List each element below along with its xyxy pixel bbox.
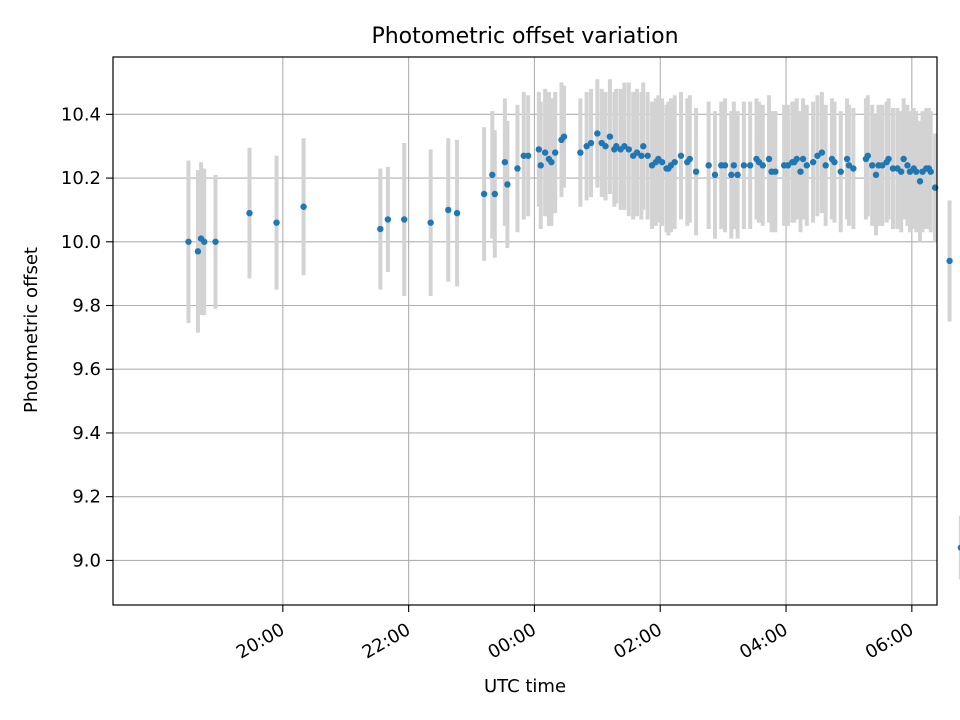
data-point: [548, 158, 555, 166]
data-point: [300, 203, 307, 210]
y-tick-label: 10.0: [61, 232, 101, 253]
y-tick-label: 9.4: [72, 423, 101, 444]
data-point: [520, 152, 527, 159]
data-point: [730, 162, 738, 169]
data-point: [621, 143, 628, 150]
data-point: [401, 216, 408, 223]
data-point: [845, 162, 853, 169]
data-point: [803, 162, 810, 169]
data-point: [480, 190, 488, 198]
data-point: [606, 133, 614, 140]
data-point: [501, 158, 509, 166]
plot-frame: [112, 56, 938, 606]
y-tick-label: 9.6: [72, 359, 101, 380]
data-point: [872, 171, 880, 179]
data-point: [916, 178, 924, 185]
data-point: [797, 168, 804, 175]
data-point: [721, 162, 729, 169]
data-point: [212, 238, 219, 245]
data-point: [946, 257, 953, 265]
data-point: [809, 158, 817, 166]
data-point: [671, 158, 678, 166]
data-point: [514, 165, 521, 172]
data-point: [638, 152, 645, 159]
data-point: [535, 146, 543, 153]
data-point: [759, 162, 766, 169]
data-point: [927, 168, 934, 175]
data-point: [897, 168, 905, 175]
data-point: [489, 171, 496, 179]
data-point: [273, 219, 280, 226]
y-axis-title: Photometric offset: [21, 247, 42, 413]
data-point: [625, 146, 632, 153]
data-point: [194, 248, 202, 255]
data-point: [551, 149, 559, 156]
data-point: [246, 209, 253, 217]
data-point: [613, 143, 620, 150]
point-layer: [185, 130, 960, 551]
data-point: [384, 216, 392, 223]
data-point: [633, 149, 641, 156]
data-point: [491, 190, 499, 198]
data-point: [377, 225, 384, 233]
data-point: [185, 238, 192, 245]
data-point: [541, 149, 549, 156]
data-point: [913, 168, 920, 175]
data-point: [686, 155, 693, 163]
data-point: [850, 165, 857, 172]
data-point: [453, 209, 461, 217]
chart-title: Photometric offset variation: [371, 24, 678, 49]
data-point: [644, 152, 651, 159]
data-point: [864, 152, 872, 159]
data-point: [560, 133, 568, 140]
data-point: [594, 130, 601, 137]
y-tick-label: 9.0: [72, 550, 101, 571]
data-point: [583, 143, 590, 150]
data-point: [818, 149, 826, 156]
data-point: [577, 149, 584, 156]
data-point: [957, 544, 960, 551]
data-point: [728, 171, 735, 179]
data-point: [740, 162, 748, 169]
data-point: [711, 171, 719, 179]
data-point: [587, 139, 595, 147]
data-point: [537, 162, 544, 169]
data-point: [793, 155, 800, 163]
data-point: [677, 152, 685, 159]
data-point: [784, 162, 792, 169]
data-point: [904, 162, 911, 169]
data-point: [602, 143, 609, 150]
data-point: [837, 168, 844, 175]
y-tick-label: 9.2: [72, 487, 101, 508]
data-point: [831, 158, 838, 166]
data-point: [746, 162, 754, 169]
data-point: [869, 162, 876, 169]
y-tick-label: 9.8: [72, 296, 101, 317]
data-point: [640, 143, 647, 150]
data-point: [201, 238, 208, 245]
data-point: [889, 165, 897, 172]
x-axis-title: UTC time: [484, 676, 566, 697]
data-point: [504, 181, 511, 188]
data-point: [705, 162, 712, 169]
data-point: [879, 162, 886, 169]
data-point: [799, 155, 807, 163]
data-point: [772, 168, 779, 175]
data-point: [822, 162, 829, 169]
data-point: [692, 168, 700, 175]
y-tick-label: 10.2: [61, 168, 101, 189]
data-point: [734, 171, 741, 179]
data-point: [765, 155, 773, 163]
data-point: [445, 206, 452, 214]
data-point: [427, 219, 434, 226]
data-point: [524, 152, 532, 159]
data-point: [885, 155, 892, 163]
data-point: [843, 155, 851, 163]
y-tick-label: 10.4: [61, 104, 101, 125]
data-point: [900, 155, 907, 163]
data-point: [658, 158, 666, 166]
data-point: [814, 152, 821, 159]
